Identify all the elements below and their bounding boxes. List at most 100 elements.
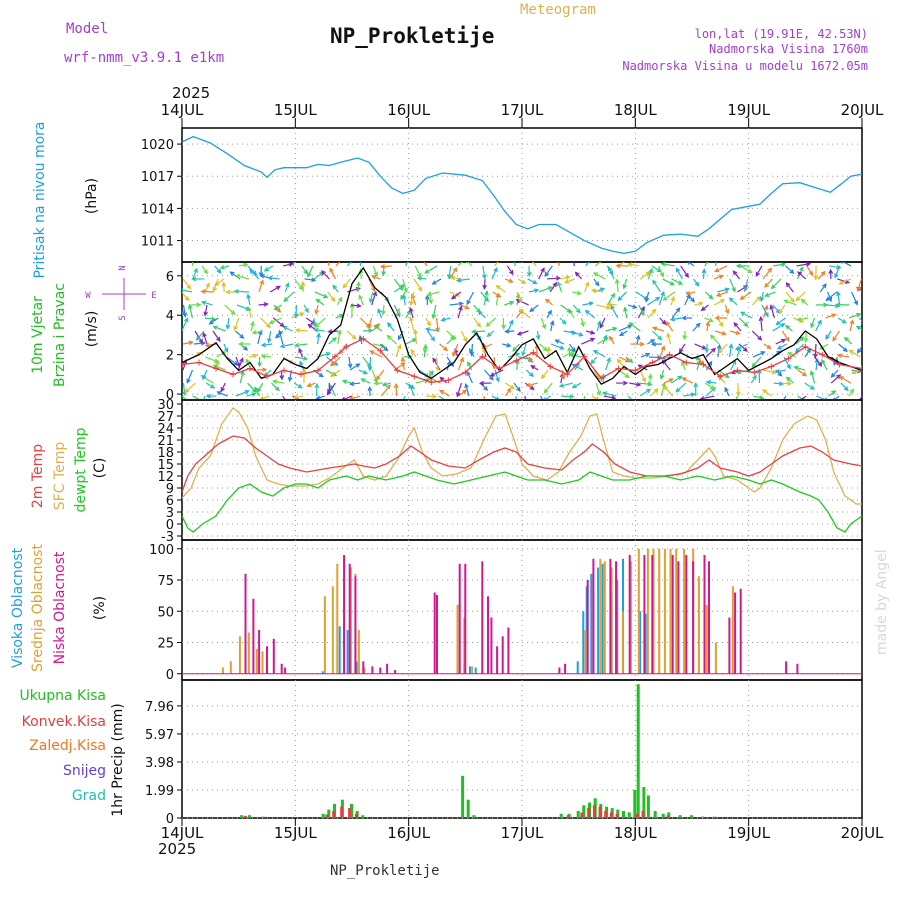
wind-arrow-head: [809, 385, 816, 390]
gust-marker: [717, 373, 724, 380]
wind-arrow-head: [464, 383, 469, 389]
wind-arrow: [804, 382, 815, 390]
precip-bar: [261, 816, 265, 818]
wind-arrow-head: [724, 309, 730, 315]
gust-marker: [802, 343, 809, 350]
wind-arrow: [714, 262, 717, 267]
wind-arrow-head: [739, 295, 745, 300]
wind-arrow: [472, 330, 486, 333]
wind-arrow-head: [834, 273, 839, 279]
wind-arrow: [452, 343, 459, 356]
wind-arrow: [713, 299, 725, 306]
temperature-ytick-label: 18: [157, 446, 174, 461]
wind-arrow-head: [660, 262, 666, 267]
wind-arrow: [686, 291, 696, 295]
temp-unit: (C): [92, 458, 108, 479]
wind-arrow-head: [452, 351, 457, 358]
wind-arrow: [205, 356, 219, 363]
temp2m-title: 2m Temp: [30, 444, 46, 508]
wind-arrow: [639, 271, 651, 280]
wind-arrow-head: [524, 402, 528, 406]
wind-arrow: [260, 395, 270, 400]
wind-arrow: [759, 395, 761, 400]
wind-arrow-head: [225, 324, 231, 330]
wind-arrow: [783, 356, 791, 369]
gust-marker: [213, 365, 219, 372]
wind-arrow: [750, 375, 757, 384]
wind-arrow: [786, 376, 794, 384]
clouds-bar: [338, 626, 341, 674]
wind-arrow-head: [213, 358, 220, 363]
wind-arrow-head: [714, 257, 718, 261]
wind-arrow-head: [780, 323, 786, 328]
temperature-series-2: [182, 471, 862, 533]
wind-arrow-head: [567, 346, 572, 352]
wind-arrow: [797, 317, 809, 321]
wind-arrow-head: [733, 321, 739, 328]
wind-arrow: [283, 326, 293, 332]
precip-bar: [576, 811, 580, 818]
wind-arrow: [647, 268, 653, 280]
wind-arrow-head: [323, 293, 329, 299]
wind-arrow: [299, 361, 305, 371]
clouds-bar: [658, 548, 661, 674]
wind-arrow: [540, 317, 546, 329]
gust-marker: [479, 353, 486, 360]
wind-arrow-head: [283, 297, 289, 302]
wind-arrow: [572, 363, 584, 371]
wind-arrow-head: [602, 391, 608, 396]
wind-arrow: [839, 376, 852, 384]
wind-arrow: [192, 395, 202, 400]
wind-arrow-head: [481, 274, 487, 280]
wind-arrow-head: [504, 329, 510, 334]
wind-arrow: [193, 342, 205, 345]
wind-arrow-head: [660, 345, 666, 351]
precip-data: [240, 684, 716, 818]
wind-arrow-head: [358, 334, 364, 341]
wind-arrow-head: [424, 294, 430, 300]
precip-bar: [348, 808, 352, 818]
wind-arrow-head: [555, 275, 562, 281]
wind-arrow: [667, 333, 672, 345]
wind-arrow: [258, 280, 264, 293]
wind-arrow-head: [639, 341, 646, 347]
wind-arrow-head: [659, 374, 665, 380]
wind-arrow: [795, 291, 806, 301]
wind-arrow-head: [599, 323, 604, 329]
clouds-bar: [603, 561, 606, 674]
wind-arrow-head: [486, 332, 492, 338]
clouds-bar: [677, 561, 680, 674]
wind-arrow: [753, 395, 764, 399]
wind-arrow-head: [704, 348, 710, 354]
wind-arrow-head: [781, 338, 787, 344]
precip-ytick-label: 7.96: [145, 700, 174, 715]
wind-arrow: [658, 291, 665, 306]
wind-arrow-head: [614, 278, 620, 284]
clouds-bar: [705, 605, 708, 674]
wind-arrow: [377, 309, 383, 319]
wind-arrow: [260, 317, 271, 328]
wind-arrow-head: [681, 315, 687, 321]
legend-snow: Snijeg: [63, 763, 106, 779]
wind-arrow-head: [201, 405, 205, 409]
pressure-data: [182, 135, 862, 255]
wind-arrow-head: [358, 294, 363, 300]
clouds-bar: [671, 555, 674, 674]
wind-arrow-head: [381, 271, 386, 277]
wind-arrow-head: [718, 321, 724, 328]
gust-marker: [649, 359, 656, 366]
wind-arrow-head: [544, 271, 549, 277]
wind-arrow-head: [202, 331, 207, 338]
wind-arrow: [706, 381, 717, 384]
wind-arrow: [550, 321, 554, 332]
wind-arrow-head: [637, 364, 643, 369]
wind-arrow-head: [709, 385, 716, 390]
wind-arrow-head: [787, 351, 793, 357]
wind-arrow-head: [752, 374, 757, 380]
wind-arrow: [204, 304, 208, 316]
wind-arrow-head: [541, 324, 547, 330]
wind-arrow-head: [836, 374, 842, 379]
wind-arrow-head: [252, 353, 259, 359]
wind-arrow-head: [622, 284, 628, 290]
